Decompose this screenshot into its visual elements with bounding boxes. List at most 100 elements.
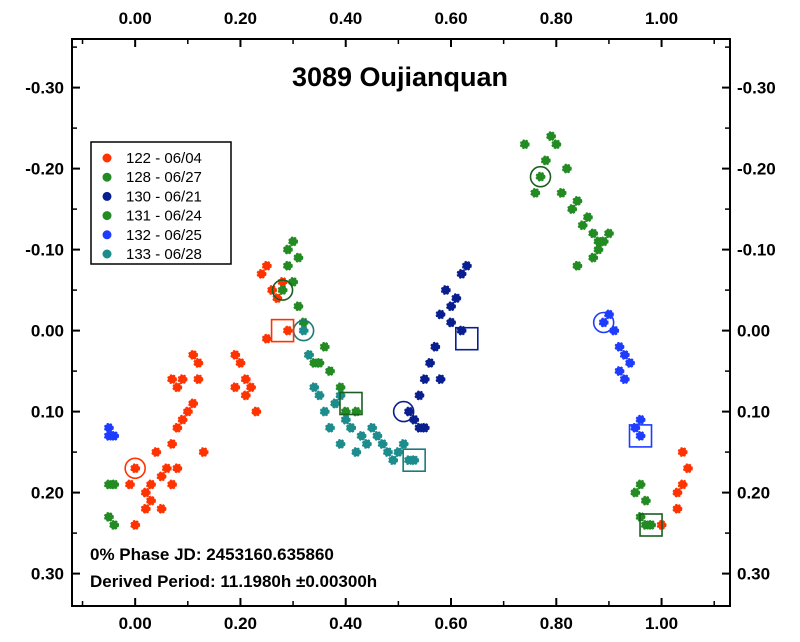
data-point — [282, 260, 293, 271]
x-tick-label-bottom: 0.20 — [224, 614, 257, 633]
data-point — [167, 439, 177, 449]
data-point — [324, 366, 335, 377]
legend-label: 122 - 06/04 — [126, 150, 202, 167]
derived-period-text: Derived Period: 11.1980h ±0.00300h — [90, 572, 377, 591]
data-point — [109, 479, 120, 490]
data-point — [372, 430, 383, 441]
data-point — [298, 325, 309, 336]
axis-tick-labels: 0.00 0.00 0.20 0.20 0.40 0.40 0.60 0.60 0.80 0.80… — [25, 9, 776, 633]
series-5 — [298, 325, 420, 466]
phase-jd-text: 0% Phase JD: 2453160.635860 — [90, 545, 334, 564]
data-point — [146, 495, 156, 506]
data-point — [646, 520, 656, 530]
data-point — [409, 455, 420, 466]
data-point — [172, 422, 183, 433]
chart-title: 3089 Oujianquan — [292, 62, 508, 92]
data-point — [335, 382, 346, 393]
data-point — [282, 325, 293, 336]
data-point — [435, 309, 446, 320]
data-point — [140, 503, 151, 514]
data-point — [198, 447, 209, 458]
data-point — [456, 268, 467, 279]
y-tick-label-left: 0.30 — [31, 565, 64, 584]
data-point — [398, 439, 409, 449]
square-marker — [270, 318, 295, 343]
data-point — [130, 463, 141, 474]
y-tick-label-right: 0.00 — [737, 322, 770, 341]
data-point — [167, 479, 177, 490]
data-point — [188, 398, 199, 409]
data-point — [409, 414, 420, 425]
legend-label: 133 - 06/28 — [126, 246, 202, 263]
data-point — [609, 325, 620, 336]
y-tick-label-left: -0.20 — [25, 160, 64, 179]
data-point — [619, 349, 630, 360]
x-tick-label-top: 0.20 — [224, 9, 257, 28]
data-point — [435, 374, 446, 385]
data-point — [446, 317, 456, 328]
data-point — [530, 187, 541, 198]
data-point — [188, 349, 199, 360]
data-point — [330, 398, 341, 409]
data-point — [519, 139, 530, 150]
data-point — [419, 422, 430, 433]
data-point — [377, 439, 388, 449]
data-point — [677, 447, 688, 458]
data-point — [551, 139, 562, 150]
data-point — [240, 390, 251, 401]
y-tick-label-right: -0.20 — [737, 160, 776, 179]
legend-label: 128 - 06/27 — [126, 169, 202, 186]
data-point — [451, 293, 462, 304]
data-point — [177, 414, 188, 425]
data-point — [425, 358, 435, 368]
data-point — [172, 382, 183, 393]
y-tick-label-left: 0.20 — [31, 484, 64, 503]
data-point — [556, 187, 567, 198]
data-point — [298, 317, 309, 328]
data-point — [103, 430, 114, 441]
data-point — [303, 349, 314, 360]
data-point — [230, 382, 241, 393]
data-point — [382, 447, 393, 458]
data-point — [672, 487, 683, 498]
x-tick-label-bottom: 0.40 — [329, 614, 362, 633]
legend-swatch — [102, 211, 112, 221]
data-point — [193, 374, 204, 385]
data-point — [598, 317, 609, 328]
data-point — [151, 447, 162, 458]
square-marker — [454, 326, 479, 351]
data-point — [403, 406, 414, 417]
data-point — [440, 285, 451, 296]
data-point — [240, 374, 251, 385]
data-point — [388, 455, 399, 466]
legend-swatch — [102, 172, 112, 182]
y-tick-label-left: -0.30 — [25, 79, 64, 98]
data-point — [156, 471, 167, 482]
x-tick-label-top: 0.60 — [434, 9, 467, 28]
data-point — [351, 447, 362, 458]
data-point — [235, 358, 246, 368]
x-tick-label-top: 0.40 — [329, 9, 362, 28]
data-point — [619, 374, 630, 385]
circle-marker — [529, 165, 552, 188]
data-point — [572, 196, 583, 206]
x-tick-label-bottom: 0.00 — [119, 614, 152, 633]
data-point — [103, 511, 114, 522]
data-point — [109, 520, 120, 530]
plot-frame — [71, 38, 731, 607]
legend-swatch — [102, 230, 112, 240]
data-point — [535, 171, 546, 182]
data-point — [261, 333, 272, 344]
data-point — [672, 503, 683, 514]
data-point — [614, 341, 625, 352]
data-point — [572, 260, 583, 271]
data-point — [630, 487, 641, 498]
x-tick-label-top: 0.80 — [540, 9, 573, 28]
data-point — [282, 244, 293, 255]
data-point — [588, 228, 599, 239]
data-point — [614, 366, 625, 377]
legend-label: 132 - 06/25 — [126, 227, 202, 244]
data-point — [567, 204, 578, 215]
series-0 — [124, 260, 693, 530]
y-tick-label-right: 0.10 — [737, 403, 770, 422]
